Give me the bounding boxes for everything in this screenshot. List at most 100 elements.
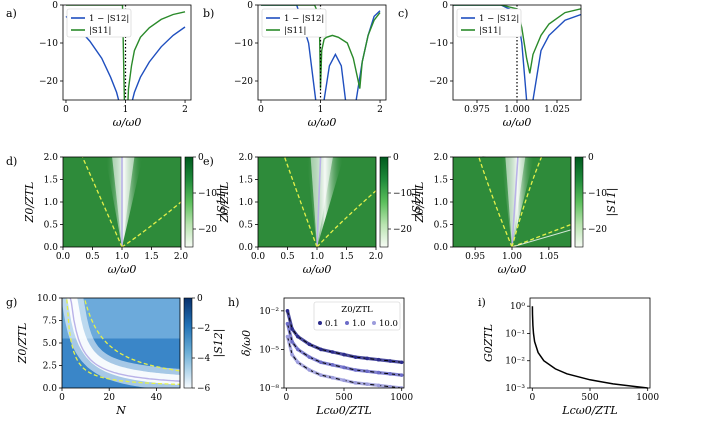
data-point bbox=[365, 369, 369, 374]
panel-label: h) bbox=[228, 296, 239, 309]
colorbar-label: |S11| bbox=[215, 188, 229, 217]
heatmap-core bbox=[310, 157, 333, 247]
y-tick-label: 1.5 bbox=[239, 176, 254, 186]
series-line bbox=[453, 5, 581, 74]
x-axis-label: ω/ω0 bbox=[108, 263, 137, 276]
x-tick-label: 0 bbox=[59, 393, 65, 403]
y-tick-label: 10⁻³ bbox=[505, 384, 525, 394]
x-tick-label: 0.5 bbox=[280, 252, 295, 262]
y-tick-label: 1.0 bbox=[239, 198, 254, 208]
panel-label: g) bbox=[6, 296, 17, 309]
panel-label: i) bbox=[478, 296, 486, 309]
y-tick-label: 0 bbox=[52, 1, 58, 11]
y-tick-label: 10⁰ bbox=[510, 302, 525, 312]
colorbar-tick-label: −10 bbox=[588, 189, 607, 199]
panel-label: c) bbox=[398, 7, 408, 20]
data-point bbox=[342, 365, 346, 370]
data-point bbox=[330, 363, 335, 367]
data-point bbox=[388, 372, 392, 376]
y-tick-label: 2.0 bbox=[44, 153, 59, 163]
y-tick-label: 0 bbox=[442, 1, 448, 11]
series-line bbox=[531, 306, 648, 389]
axes-frame bbox=[529, 297, 651, 389]
panel-label: b) bbox=[203, 7, 214, 20]
y-tick-label: 2.0 bbox=[434, 153, 449, 163]
colorbar-tick-label: 0 bbox=[588, 153, 594, 163]
x-tick-label: 0.0 bbox=[56, 252, 71, 262]
x-tick-label: 1.0 bbox=[310, 252, 325, 262]
boundary-dashed-upper bbox=[83, 298, 180, 372]
data-point bbox=[376, 383, 381, 388]
x-axis-label: Lcω0/ZTL bbox=[315, 404, 371, 417]
x-tick-label: 0.95 bbox=[465, 252, 485, 262]
x-tick-label: 2.0 bbox=[174, 252, 189, 262]
data-point bbox=[296, 347, 300, 352]
colorbar-tick-label: −4 bbox=[197, 354, 211, 364]
y-tick-label: 1.5 bbox=[44, 176, 59, 186]
colorbar-tick-label: 0 bbox=[198, 153, 204, 163]
x-tick-label: 1000 bbox=[636, 393, 659, 403]
data-point bbox=[353, 381, 358, 385]
x-tick-label: 2 bbox=[377, 105, 383, 115]
y-tick-label: 10.0 bbox=[37, 294, 57, 304]
x-tick-label: 1.00 bbox=[502, 252, 522, 262]
y-tick-label: 10⁻¹ bbox=[505, 329, 525, 339]
x-tick-label: 40 bbox=[151, 393, 163, 403]
y-axis-label: Z0/ZTL bbox=[16, 323, 29, 365]
x-tick-label: 0 bbox=[63, 105, 69, 115]
panel-a: a) 0 1 2 0 −10 −20 1 − |S12| |S11| ω/ω0 bbox=[6, 1, 192, 129]
y-tick-label: 10⁻⁸ bbox=[259, 384, 279, 394]
data-point bbox=[399, 373, 404, 377]
x-tick-label: 500 bbox=[581, 393, 598, 403]
x-axis-label: ω/ω0 bbox=[113, 116, 142, 129]
boundary-dashed-lower bbox=[65, 298, 180, 386]
legend-entry: 1 − |S12| bbox=[89, 14, 129, 24]
resonance-curve bbox=[69, 298, 180, 382]
x-tick-label: 1.000 bbox=[504, 105, 530, 115]
data-point bbox=[285, 334, 290, 339]
x-axis-label: ω/ω0 bbox=[308, 116, 337, 129]
y-axis-label: Z0/ZTL bbox=[23, 182, 36, 224]
data-point bbox=[376, 357, 381, 362]
boundary-dashed-left bbox=[283, 157, 318, 247]
y-tick-label: 0 bbox=[247, 1, 253, 11]
colorbar-tick-label: −20 bbox=[393, 225, 412, 235]
data-point bbox=[285, 321, 290, 326]
legend-entry: |S11| bbox=[479, 26, 501, 36]
colorbar-label: |S11| bbox=[605, 188, 619, 217]
data-point bbox=[399, 360, 404, 365]
y-tick-label: 10⁻² bbox=[505, 357, 525, 367]
data-point bbox=[307, 342, 312, 347]
data-point bbox=[290, 352, 294, 357]
panel-h: h) 0 500 1000 10⁻² 10⁻⁵ 10⁻⁸ Lcω0/ZTL δ/ω0 Z0/ZTL… bbox=[228, 296, 413, 417]
x-axis-label: ω/ω0 bbox=[498, 263, 527, 276]
x-tick-label: 2 bbox=[182, 105, 188, 115]
x-axis-label: ω/ω0 bbox=[503, 116, 532, 129]
data-point bbox=[319, 347, 323, 352]
data-point bbox=[365, 382, 369, 386]
panel-label: e) bbox=[203, 155, 214, 168]
colorbar-label: |S12| bbox=[212, 329, 226, 358]
legend-entry: 0.1 bbox=[325, 319, 339, 329]
series-fit-dashed bbox=[287, 336, 402, 388]
data-point bbox=[365, 356, 369, 361]
data-point bbox=[296, 360, 300, 365]
series-fit-dashed bbox=[287, 323, 402, 376]
x-tick-label: 1000 bbox=[390, 393, 413, 403]
data-point bbox=[342, 352, 346, 357]
y-tick-label: 0.5 bbox=[44, 221, 59, 231]
x-tick-label: 1 bbox=[123, 105, 129, 115]
colorbar-tick-label: −20 bbox=[588, 225, 607, 235]
resonance-line bbox=[511, 157, 519, 247]
x-tick-label: 1 bbox=[318, 105, 324, 115]
legend-entry: 1.0 bbox=[352, 319, 366, 329]
legend-marker bbox=[345, 321, 349, 325]
boundary-dashed-right bbox=[316, 190, 376, 247]
colorbar-tick-label: 0 bbox=[393, 153, 399, 163]
y-tick-label: 2.0 bbox=[239, 153, 254, 163]
y-tick-label: 1.0 bbox=[44, 198, 59, 208]
colorbar-tick-label: −6 bbox=[197, 384, 211, 394]
y-tick-label: −20 bbox=[39, 77, 58, 87]
series-fit-dashed bbox=[287, 310, 402, 363]
x-tick-label: 1.0 bbox=[115, 252, 130, 262]
